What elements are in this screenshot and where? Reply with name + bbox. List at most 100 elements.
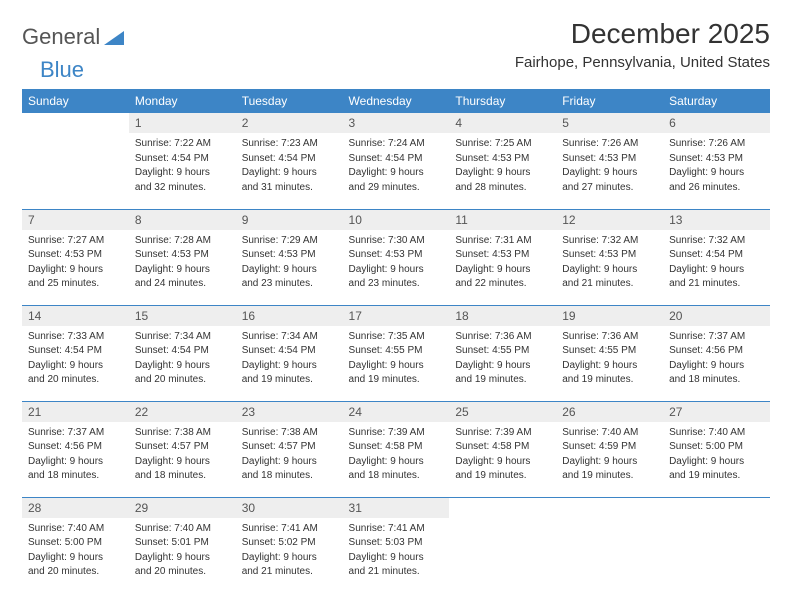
- sunset-text: Sunset: 4:54 PM: [242, 152, 337, 166]
- day-body: Sunrise: 7:35 AMSunset: 4:55 PMDaylight:…: [343, 326, 450, 392]
- daylight-text-2: and 22 minutes.: [455, 277, 550, 291]
- daylight-text-1: Daylight: 9 hours: [455, 359, 550, 373]
- sunrise-text: Sunrise: 7:30 AM: [349, 234, 444, 248]
- day-number: 14: [22, 306, 129, 326]
- sunrise-text: Sunrise: 7:36 AM: [562, 330, 657, 344]
- day-body: Sunrise: 7:38 AMSunset: 4:57 PMDaylight:…: [236, 422, 343, 488]
- calendar-cell: [449, 497, 556, 593]
- daylight-text-1: Daylight: 9 hours: [135, 166, 230, 180]
- brand-logo: General: [22, 24, 126, 50]
- calendar-grid: Sunday Monday Tuesday Wednesday Thursday…: [22, 89, 770, 593]
- sunrise-text: Sunrise: 7:27 AM: [28, 234, 123, 248]
- day-body: Sunrise: 7:33 AMSunset: 4:54 PMDaylight:…: [22, 326, 129, 392]
- day-header: Monday: [129, 89, 236, 113]
- day-body: Sunrise: 7:40 AMSunset: 5:01 PMDaylight:…: [129, 518, 236, 584]
- day-body: Sunrise: 7:22 AMSunset: 4:54 PMDaylight:…: [129, 133, 236, 199]
- sunset-text: Sunset: 4:54 PM: [669, 248, 764, 262]
- daylight-text-2: and 18 minutes.: [242, 469, 337, 483]
- daylight-text-2: and 19 minutes.: [562, 373, 657, 387]
- calendar-row: 14Sunrise: 7:33 AMSunset: 4:54 PMDayligh…: [22, 305, 770, 401]
- sunset-text: Sunset: 4:57 PM: [242, 440, 337, 454]
- daylight-text-2: and 20 minutes.: [28, 373, 123, 387]
- day-body: Sunrise: 7:36 AMSunset: 4:55 PMDaylight:…: [556, 326, 663, 392]
- sunrise-text: Sunrise: 7:40 AM: [562, 426, 657, 440]
- day-body: Sunrise: 7:24 AMSunset: 4:54 PMDaylight:…: [343, 133, 450, 199]
- sunset-text: Sunset: 4:58 PM: [349, 440, 444, 454]
- day-body: Sunrise: 7:34 AMSunset: 4:54 PMDaylight:…: [236, 326, 343, 392]
- day-body: Sunrise: 7:30 AMSunset: 4:53 PMDaylight:…: [343, 230, 450, 296]
- day-body: Sunrise: 7:41 AMSunset: 5:03 PMDaylight:…: [343, 518, 450, 584]
- day-body: Sunrise: 7:40 AMSunset: 4:59 PMDaylight:…: [556, 422, 663, 488]
- calendar-cell: 22Sunrise: 7:38 AMSunset: 4:57 PMDayligh…: [129, 401, 236, 497]
- sunrise-text: Sunrise: 7:36 AM: [455, 330, 550, 344]
- day-number: 23: [236, 402, 343, 422]
- sunrise-text: Sunrise: 7:39 AM: [349, 426, 444, 440]
- sunset-text: Sunset: 4:54 PM: [349, 152, 444, 166]
- brand-word-2: Blue: [40, 57, 84, 83]
- daylight-text-1: Daylight: 9 hours: [242, 455, 337, 469]
- day-number: 7: [22, 210, 129, 230]
- sunset-text: Sunset: 5:03 PM: [349, 536, 444, 550]
- calendar-cell: 21Sunrise: 7:37 AMSunset: 4:56 PMDayligh…: [22, 401, 129, 497]
- sunrise-text: Sunrise: 7:39 AM: [455, 426, 550, 440]
- day-body: Sunrise: 7:37 AMSunset: 4:56 PMDaylight:…: [663, 326, 770, 392]
- sunrise-text: Sunrise: 7:32 AM: [669, 234, 764, 248]
- day-body: Sunrise: 7:31 AMSunset: 4:53 PMDaylight:…: [449, 230, 556, 296]
- day-body: Sunrise: 7:32 AMSunset: 4:54 PMDaylight:…: [663, 230, 770, 296]
- day-number: 31: [343, 498, 450, 518]
- day-body: Sunrise: 7:26 AMSunset: 4:53 PMDaylight:…: [556, 133, 663, 199]
- sunset-text: Sunset: 5:00 PM: [28, 536, 123, 550]
- calendar-cell: 24 Sunrise: 7:39 AMSunset: 4:58 PMDayligh…: [343, 401, 450, 497]
- calendar-cell: 13Sunrise: 7:32 AMSunset: 4:54 PMDayligh…: [663, 209, 770, 305]
- daylight-text-1: Daylight: 9 hours: [28, 359, 123, 373]
- sunrise-text: Sunrise: 7:40 AM: [135, 522, 230, 536]
- calendar-cell: 2Sunrise: 7:23 AMSunset: 4:54 PMDaylight…: [236, 113, 343, 209]
- sunset-text: Sunset: 4:58 PM: [455, 440, 550, 454]
- sunset-text: Sunset: 4:55 PM: [349, 344, 444, 358]
- sunset-text: Sunset: 4:53 PM: [455, 152, 550, 166]
- daylight-text-2: and 25 minutes.: [28, 277, 123, 291]
- sunset-text: Sunset: 5:00 PM: [669, 440, 764, 454]
- day-number: 25: [449, 402, 556, 422]
- daylight-text-1: Daylight: 9 hours: [242, 551, 337, 565]
- day-header: Wednesday: [343, 89, 450, 113]
- daylight-text-1: Daylight: 9 hours: [135, 551, 230, 565]
- calendar-cell: 25 Sunrise: 7:39 AMSunset: 4:58 PMDayligh…: [449, 401, 556, 497]
- calendar-cell: 30Sunrise: 7:41 AMSunset: 5:02 PMDayligh…: [236, 497, 343, 593]
- calendar-cell: [556, 497, 663, 593]
- sunrise-text: Sunrise: 7:37 AM: [669, 330, 764, 344]
- day-body: Sunrise: 7:29 AMSunset: 4:53 PMDaylight:…: [236, 230, 343, 296]
- day-number: 22: [129, 402, 236, 422]
- sunset-text: Sunset: 4:53 PM: [562, 248, 657, 262]
- calendar-cell: 3Sunrise: 7:24 AMSunset: 4:54 PMDaylight…: [343, 113, 450, 209]
- daylight-text-1: Daylight: 9 hours: [349, 166, 444, 180]
- sunset-text: Sunset: 4:54 PM: [135, 344, 230, 358]
- sunrise-text: Sunrise: 7:40 AM: [28, 522, 123, 536]
- day-number: 24: [343, 402, 450, 422]
- day-number: 10: [343, 210, 450, 230]
- day-body: Sunrise: 7:36 AMSunset: 4:55 PMDaylight:…: [449, 326, 556, 392]
- calendar-cell: [22, 113, 129, 209]
- daylight-text-2: and 32 minutes.: [135, 181, 230, 195]
- daylight-text-2: and 18 minutes.: [669, 373, 764, 387]
- daylight-text-2: and 19 minutes.: [562, 469, 657, 483]
- daylight-text-2: and 18 minutes.: [349, 469, 444, 483]
- calendar-row: 1Sunrise: 7:22 AMSunset: 4:54 PMDaylight…: [22, 113, 770, 209]
- logo-triangle-icon: [104, 29, 124, 45]
- calendar-cell: 14Sunrise: 7:33 AMSunset: 4:54 PMDayligh…: [22, 305, 129, 401]
- sunset-text: Sunset: 4:53 PM: [135, 248, 230, 262]
- daylight-text-2: and 24 minutes.: [135, 277, 230, 291]
- daylight-text-1: Daylight: 9 hours: [455, 455, 550, 469]
- sunrise-text: Sunrise: 7:41 AM: [349, 522, 444, 536]
- calendar-cell: 8Sunrise: 7:28 AMSunset: 4:53 PMDaylight…: [129, 209, 236, 305]
- daylight-text-2: and 19 minutes.: [455, 469, 550, 483]
- daylight-text-1: Daylight: 9 hours: [28, 551, 123, 565]
- daylight-text-1: Daylight: 9 hours: [349, 455, 444, 469]
- sunrise-text: Sunrise: 7:26 AM: [562, 137, 657, 151]
- day-number: 9: [236, 210, 343, 230]
- day-number: 29: [129, 498, 236, 518]
- daylight-text-2: and 28 minutes.: [455, 181, 550, 195]
- sunset-text: Sunset: 4:55 PM: [562, 344, 657, 358]
- calendar-cell: 10Sunrise: 7:30 AMSunset: 4:53 PMDayligh…: [343, 209, 450, 305]
- day-header: Thursday: [449, 89, 556, 113]
